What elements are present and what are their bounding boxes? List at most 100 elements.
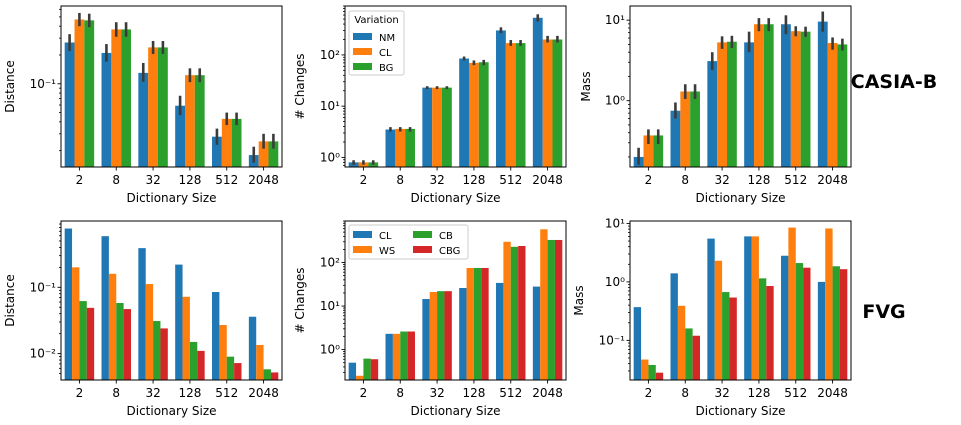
x-axis-label: Dictionary Size: [411, 191, 501, 205]
bar-cl-2048: [248, 316, 257, 380]
bar-cl-2048: [542, 39, 553, 168]
legend-swatch-cl: [353, 48, 372, 55]
legend: Variation NM CL BG: [348, 10, 405, 76]
casia-changes-chart: 10⁰ 10¹ 10² 2 8 32 128 512 2048 Dictionary Size # …: [293, 5, 567, 205]
bar-bg-32: [441, 87, 452, 167]
bar-cb-128: [473, 267, 482, 380]
legend-label-ws: WS: [379, 246, 395, 257]
fvg-distance-chart: 10⁻² 10⁻¹ 2 8 32 128 512 2048 Dictionary Size Dis…: [3, 220, 283, 418]
x-tick-label: 8: [396, 173, 404, 187]
bar-cl-512: [221, 118, 232, 167]
bar-cbg-128: [481, 267, 489, 380]
bar-ws-128: [466, 267, 474, 380]
bar-bg-2048: [837, 44, 848, 167]
bar-bg-32: [726, 41, 737, 167]
x-tick-label: 2048: [248, 173, 279, 187]
bar-ws-32: [429, 292, 438, 380]
x-tick-label: 128: [178, 386, 201, 400]
bar-ws-128: [182, 296, 190, 380]
legend-label-cl: CL: [379, 231, 392, 242]
y-tick-label: 10¹: [320, 299, 340, 313]
bar-cb-32: [722, 292, 730, 380]
y-tick-label: 10²: [320, 48, 340, 62]
bar-cbg-32: [729, 297, 737, 380]
bar-nm-128: [459, 58, 469, 167]
bar-ws-512: [219, 325, 227, 380]
x-tick-label: 2: [76, 173, 84, 187]
bar-cbg-512: [803, 267, 811, 380]
x-tick-label: 32: [145, 386, 160, 400]
bar-nm-2048: [532, 17, 543, 167]
x-tick-label: 512: [499, 173, 522, 187]
y-tick-label: 10¹: [605, 216, 625, 230]
x-tick-label: 512: [784, 173, 807, 187]
bar-ws-2048: [825, 228, 833, 380]
x-tick-label: 128: [747, 386, 770, 400]
bar-cbg-512: [518, 245, 526, 380]
bar-cb-512: [226, 356, 235, 380]
bar-cl-2048: [827, 43, 838, 167]
y-axis-label: Mass: [572, 285, 586, 315]
bar-bg-2048: [268, 141, 279, 167]
bar-cl-2: [633, 307, 642, 380]
bar-nm-8: [670, 110, 681, 167]
bar-cb-2: [79, 301, 87, 380]
bar-cl-128: [175, 264, 183, 380]
bar-cl-8: [680, 91, 691, 167]
bar-nm-128: [175, 105, 185, 167]
y-tick-label: 10⁰: [320, 150, 340, 164]
bar-ws-2: [72, 267, 80, 380]
x-tick-label: 128: [747, 173, 770, 187]
bar-cbg-128: [766, 286, 774, 380]
x-tick-label: 8: [112, 386, 120, 400]
bar-ws-32: [714, 260, 723, 380]
x-tick-label: 8: [112, 173, 120, 187]
bar-cb-32: [153, 321, 161, 380]
bar-cb-512: [510, 246, 519, 380]
bar-cl-512: [496, 282, 504, 380]
bar-nm-512: [496, 30, 506, 168]
x-tick-label: 32: [429, 386, 444, 400]
bar-cl-2: [348, 362, 357, 380]
bar-cl-2: [643, 135, 654, 167]
bar-nm-128: [744, 42, 754, 168]
x-tick-label: 8: [681, 173, 689, 187]
bar-ws-128: [751, 236, 759, 380]
bar-cl-128: [754, 24, 764, 167]
x-tick-label: 128: [462, 173, 485, 187]
bar-bg-8: [405, 128, 415, 167]
legend: CL WS CB CBG: [348, 224, 469, 260]
bar-cbg-8: [123, 309, 131, 380]
bar-bg-512: [231, 118, 242, 167]
bar-cl-8: [670, 273, 678, 380]
bar-bg-128: [194, 75, 205, 167]
x-tick-label: 2: [76, 386, 84, 400]
bar-cbg-2048: [554, 239, 563, 380]
x-tick-label: 32: [714, 386, 729, 400]
y-tick-label: 10¹: [320, 99, 340, 113]
x-tick-label: 32: [145, 173, 160, 187]
x-tick-label: 512: [499, 386, 522, 400]
bar-cb-32: [437, 291, 445, 380]
bar-bg-32: [157, 47, 168, 167]
bar-bg-128: [763, 24, 774, 167]
x-tick-label: 2048: [817, 173, 848, 187]
x-tick-label: 2: [645, 173, 653, 187]
bar-ws-2048: [256, 344, 264, 380]
x-axis-label: Dictionary Size: [696, 404, 786, 418]
bar-cbg-8: [692, 335, 700, 380]
bar-bg-8: [690, 91, 700, 167]
bar-cl-32: [138, 248, 146, 380]
x-tick-label: 512: [215, 386, 238, 400]
bar-cl-512: [505, 43, 516, 167]
legend-label-bg: BG: [379, 63, 393, 74]
bar-cb-128: [758, 278, 767, 380]
bar-nm-512: [212, 136, 222, 167]
x-tick-label: 128: [178, 173, 201, 187]
bar-bg-2: [653, 135, 664, 167]
bar-cl-8: [111, 29, 122, 168]
y-tick-label: 10⁰: [320, 343, 340, 357]
bar-ws-8: [108, 273, 117, 380]
legend-label-nm: NM: [379, 33, 395, 44]
bar-nm-32: [422, 87, 433, 167]
